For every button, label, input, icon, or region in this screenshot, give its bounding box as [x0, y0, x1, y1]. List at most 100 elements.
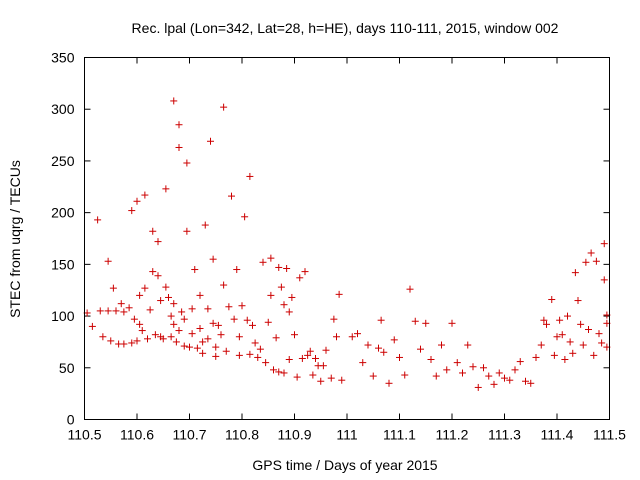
data-point	[453, 359, 461, 367]
data-point	[199, 338, 207, 346]
data-point	[443, 366, 451, 374]
data-point	[582, 258, 590, 266]
data-point	[574, 297, 582, 305]
data-point	[396, 353, 403, 361]
y-tick-label: 100	[51, 308, 75, 324]
data-point	[246, 172, 254, 180]
data-point	[522, 377, 529, 385]
data-point	[262, 359, 270, 367]
data-point	[438, 341, 445, 349]
data-point	[277, 283, 285, 291]
data-point	[128, 339, 136, 347]
data-point	[138, 327, 146, 335]
data-point	[170, 97, 178, 105]
data-point	[165, 293, 172, 301]
data-point	[112, 307, 120, 315]
data-point	[196, 324, 204, 332]
axis-ticks: 110.5 110.6 110.7 110.8 110.9 111 111.1 111.2 11…	[51, 50, 626, 443]
y-tick-label: 200	[51, 205, 75, 221]
data-point	[204, 305, 212, 313]
data-point	[175, 121, 183, 129]
data-point	[251, 339, 259, 347]
data-point	[107, 337, 115, 345]
data-point	[220, 103, 228, 111]
data-point	[556, 316, 564, 324]
data-point	[469, 363, 477, 371]
data-point	[235, 351, 243, 359]
data-point	[94, 216, 102, 224]
data-point	[220, 281, 228, 289]
data-point	[406, 285, 414, 293]
data-point	[170, 320, 178, 328]
data-point	[207, 137, 214, 145]
data-point	[532, 353, 540, 361]
data-point	[590, 351, 598, 359]
data-point	[592, 257, 600, 265]
data-point	[359, 359, 367, 367]
data-point	[285, 308, 293, 316]
x-tick-label: 110.7	[173, 427, 207, 443]
x-tick-label: 110.9	[278, 427, 312, 443]
data-point	[301, 268, 309, 276]
data-point	[422, 319, 430, 327]
data-point	[280, 369, 288, 377]
data-point	[175, 143, 183, 151]
data-point	[133, 337, 141, 345]
data-point	[495, 369, 503, 377]
data-point	[527, 379, 535, 387]
data-point	[304, 351, 312, 359]
data-point	[322, 346, 330, 354]
data-point	[569, 349, 577, 357]
data-point	[579, 341, 587, 349]
data-point	[600, 276, 608, 284]
data-point	[296, 274, 304, 282]
x-tick-label: 110.6	[120, 427, 154, 443]
data-point	[354, 330, 361, 338]
data-point	[480, 364, 487, 372]
y-tick-label: 300	[51, 101, 75, 117]
x-tick-label: 111.2	[436, 427, 469, 443]
data-point	[448, 319, 456, 327]
data-point	[178, 308, 186, 316]
data-point	[506, 376, 514, 384]
y-tick-label: 250	[51, 153, 75, 169]
data-point	[104, 257, 112, 265]
data-point	[149, 268, 157, 276]
data-point	[417, 345, 424, 353]
data-point	[293, 373, 301, 381]
data-point	[516, 358, 524, 366]
data-point	[149, 227, 157, 235]
data-point	[256, 345, 264, 353]
x-tick-label: 111.4	[541, 427, 574, 443]
data-point	[233, 266, 241, 274]
data-point	[511, 366, 519, 374]
data-point	[348, 333, 356, 341]
data-point	[228, 192, 235, 200]
x-tick-label: 111	[336, 427, 357, 443]
y-tick-label: 50	[59, 360, 75, 376]
data-point	[390, 336, 398, 344]
data-point	[157, 297, 165, 305]
data-point	[188, 305, 196, 313]
data-point	[188, 330, 196, 338]
data-point	[180, 315, 188, 323]
data-point	[291, 331, 298, 339]
data-point	[598, 339, 606, 347]
data-point	[241, 213, 249, 221]
data-point	[136, 291, 144, 299]
data-point	[587, 249, 595, 257]
data-point	[317, 377, 325, 385]
data-point	[312, 354, 319, 362]
data-point	[327, 374, 335, 382]
data-point	[380, 348, 388, 356]
data-point	[474, 383, 482, 391]
y-axis-label: STEC from uqrg / TECUs	[7, 160, 23, 318]
data-point	[369, 372, 377, 380]
y-tick-label: 0	[67, 412, 75, 428]
data-point	[214, 321, 222, 329]
data-point	[180, 342, 188, 350]
data-point	[141, 284, 149, 292]
data-point	[548, 296, 556, 304]
data-point	[225, 303, 233, 311]
